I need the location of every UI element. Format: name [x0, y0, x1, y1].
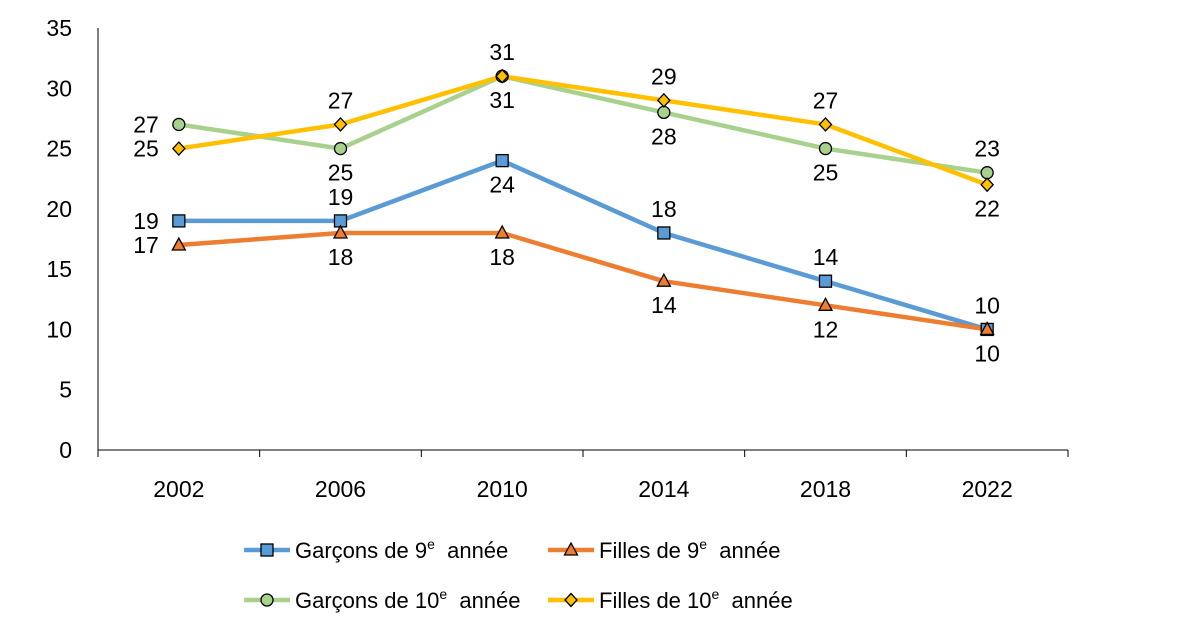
marker-circle [172, 117, 186, 132]
x-tick-label: 2022 [962, 476, 1013, 502]
y-tick-label: 10 [46, 316, 72, 342]
y-tick-label: 15 [46, 256, 72, 282]
legend-item: Filles de 10e année [548, 586, 793, 613]
data-label: 12 [813, 316, 839, 342]
data-label: 31 [489, 87, 515, 113]
y-tick-label: 25 [46, 136, 72, 162]
marker-circle-legend [260, 593, 274, 607]
data-label: 24 [489, 172, 515, 198]
data-label: 27 [328, 87, 354, 113]
marker-circle [333, 141, 348, 156]
y-tick-label: 30 [46, 75, 72, 101]
x-tick-label: 2014 [638, 476, 689, 502]
series-line-0 [176, 158, 990, 332]
data-label: 23 [974, 136, 1000, 162]
series-line-3 [176, 73, 990, 187]
legend-item: Filles de 9e année [548, 536, 780, 563]
marker-triangle [817, 296, 834, 311]
data-label: 29 [651, 63, 677, 89]
marker-diamond-legend [564, 592, 578, 608]
marker-triangle [494, 224, 510, 239]
legend-label: Filles de 9e année [599, 536, 780, 563]
marker-circle [818, 141, 833, 156]
y-tick-label: 5 [59, 377, 72, 403]
data-label: 31 [489, 39, 515, 65]
marker-triangle-legend [563, 541, 579, 556]
data-label: 28 [651, 123, 677, 149]
marker-circle [980, 166, 994, 180]
data-label: 19 [133, 208, 159, 234]
marker-triangle [332, 224, 349, 239]
series-line-2 [176, 73, 990, 175]
data-label: 17 [133, 232, 159, 258]
y-tick-label: 35 [46, 15, 72, 41]
x-tick-label: 2006 [315, 476, 366, 502]
data-label: 10 [974, 340, 1000, 366]
data-label: 18 [489, 244, 515, 270]
legend-label: Garçons de 9e année [295, 536, 508, 563]
x-tick-label: 2018 [800, 476, 851, 502]
x-tick-label: 2010 [477, 476, 528, 502]
legend-item: Garçons de 10e année [244, 586, 521, 613]
marker-square [172, 214, 186, 228]
marker-diamond [818, 116, 833, 132]
chart-axes: 0 5 10 15 20 25 30 35 2002 2006 2010 2014 2018 2022 [46, 15, 1069, 502]
marker-triangle [979, 321, 995, 336]
marker-square [818, 274, 833, 288]
x-tick-label: 2002 [153, 476, 204, 502]
data-label: 14 [651, 292, 677, 318]
series-lines [176, 73, 990, 332]
data-label: 22 [974, 196, 1000, 222]
legend-label: Filles de 10e année [599, 586, 793, 613]
marker-triangle [171, 236, 187, 251]
data-label: 27 [133, 111, 159, 137]
marker-diamond [656, 92, 671, 108]
data-label: 27 [813, 87, 839, 113]
marker-diamond [495, 68, 510, 84]
marker-diamond [333, 116, 348, 132]
data-label: 25 [133, 136, 159, 162]
data-label: 25 [813, 160, 839, 186]
data-label: 25 [328, 160, 354, 186]
y-tick-label: 20 [46, 196, 72, 222]
marker-square [495, 153, 509, 168]
marker-triangle [656, 272, 672, 287]
marker-square-legend [260, 543, 274, 557]
data-label: 19 [328, 184, 354, 210]
chart-legend: Garçons de 9e année Filles de 9e année Gar… [244, 536, 793, 613]
marker-square [657, 226, 671, 240]
series-line-1 [176, 230, 990, 332]
legend-item: Garçons de 9e année [244, 536, 508, 563]
legend-label: Garçons de 10e année [295, 586, 521, 613]
y-tick-label: 0 [59, 437, 72, 463]
data-label: 14 [813, 244, 839, 270]
data-label: 18 [651, 196, 677, 222]
marker-diamond [171, 141, 186, 157]
series-markers [171, 68, 995, 337]
data-label: 10 [974, 292, 1000, 318]
marker-circle [657, 105, 671, 120]
marker-diamond [980, 177, 995, 193]
data-label: 18 [328, 244, 354, 270]
